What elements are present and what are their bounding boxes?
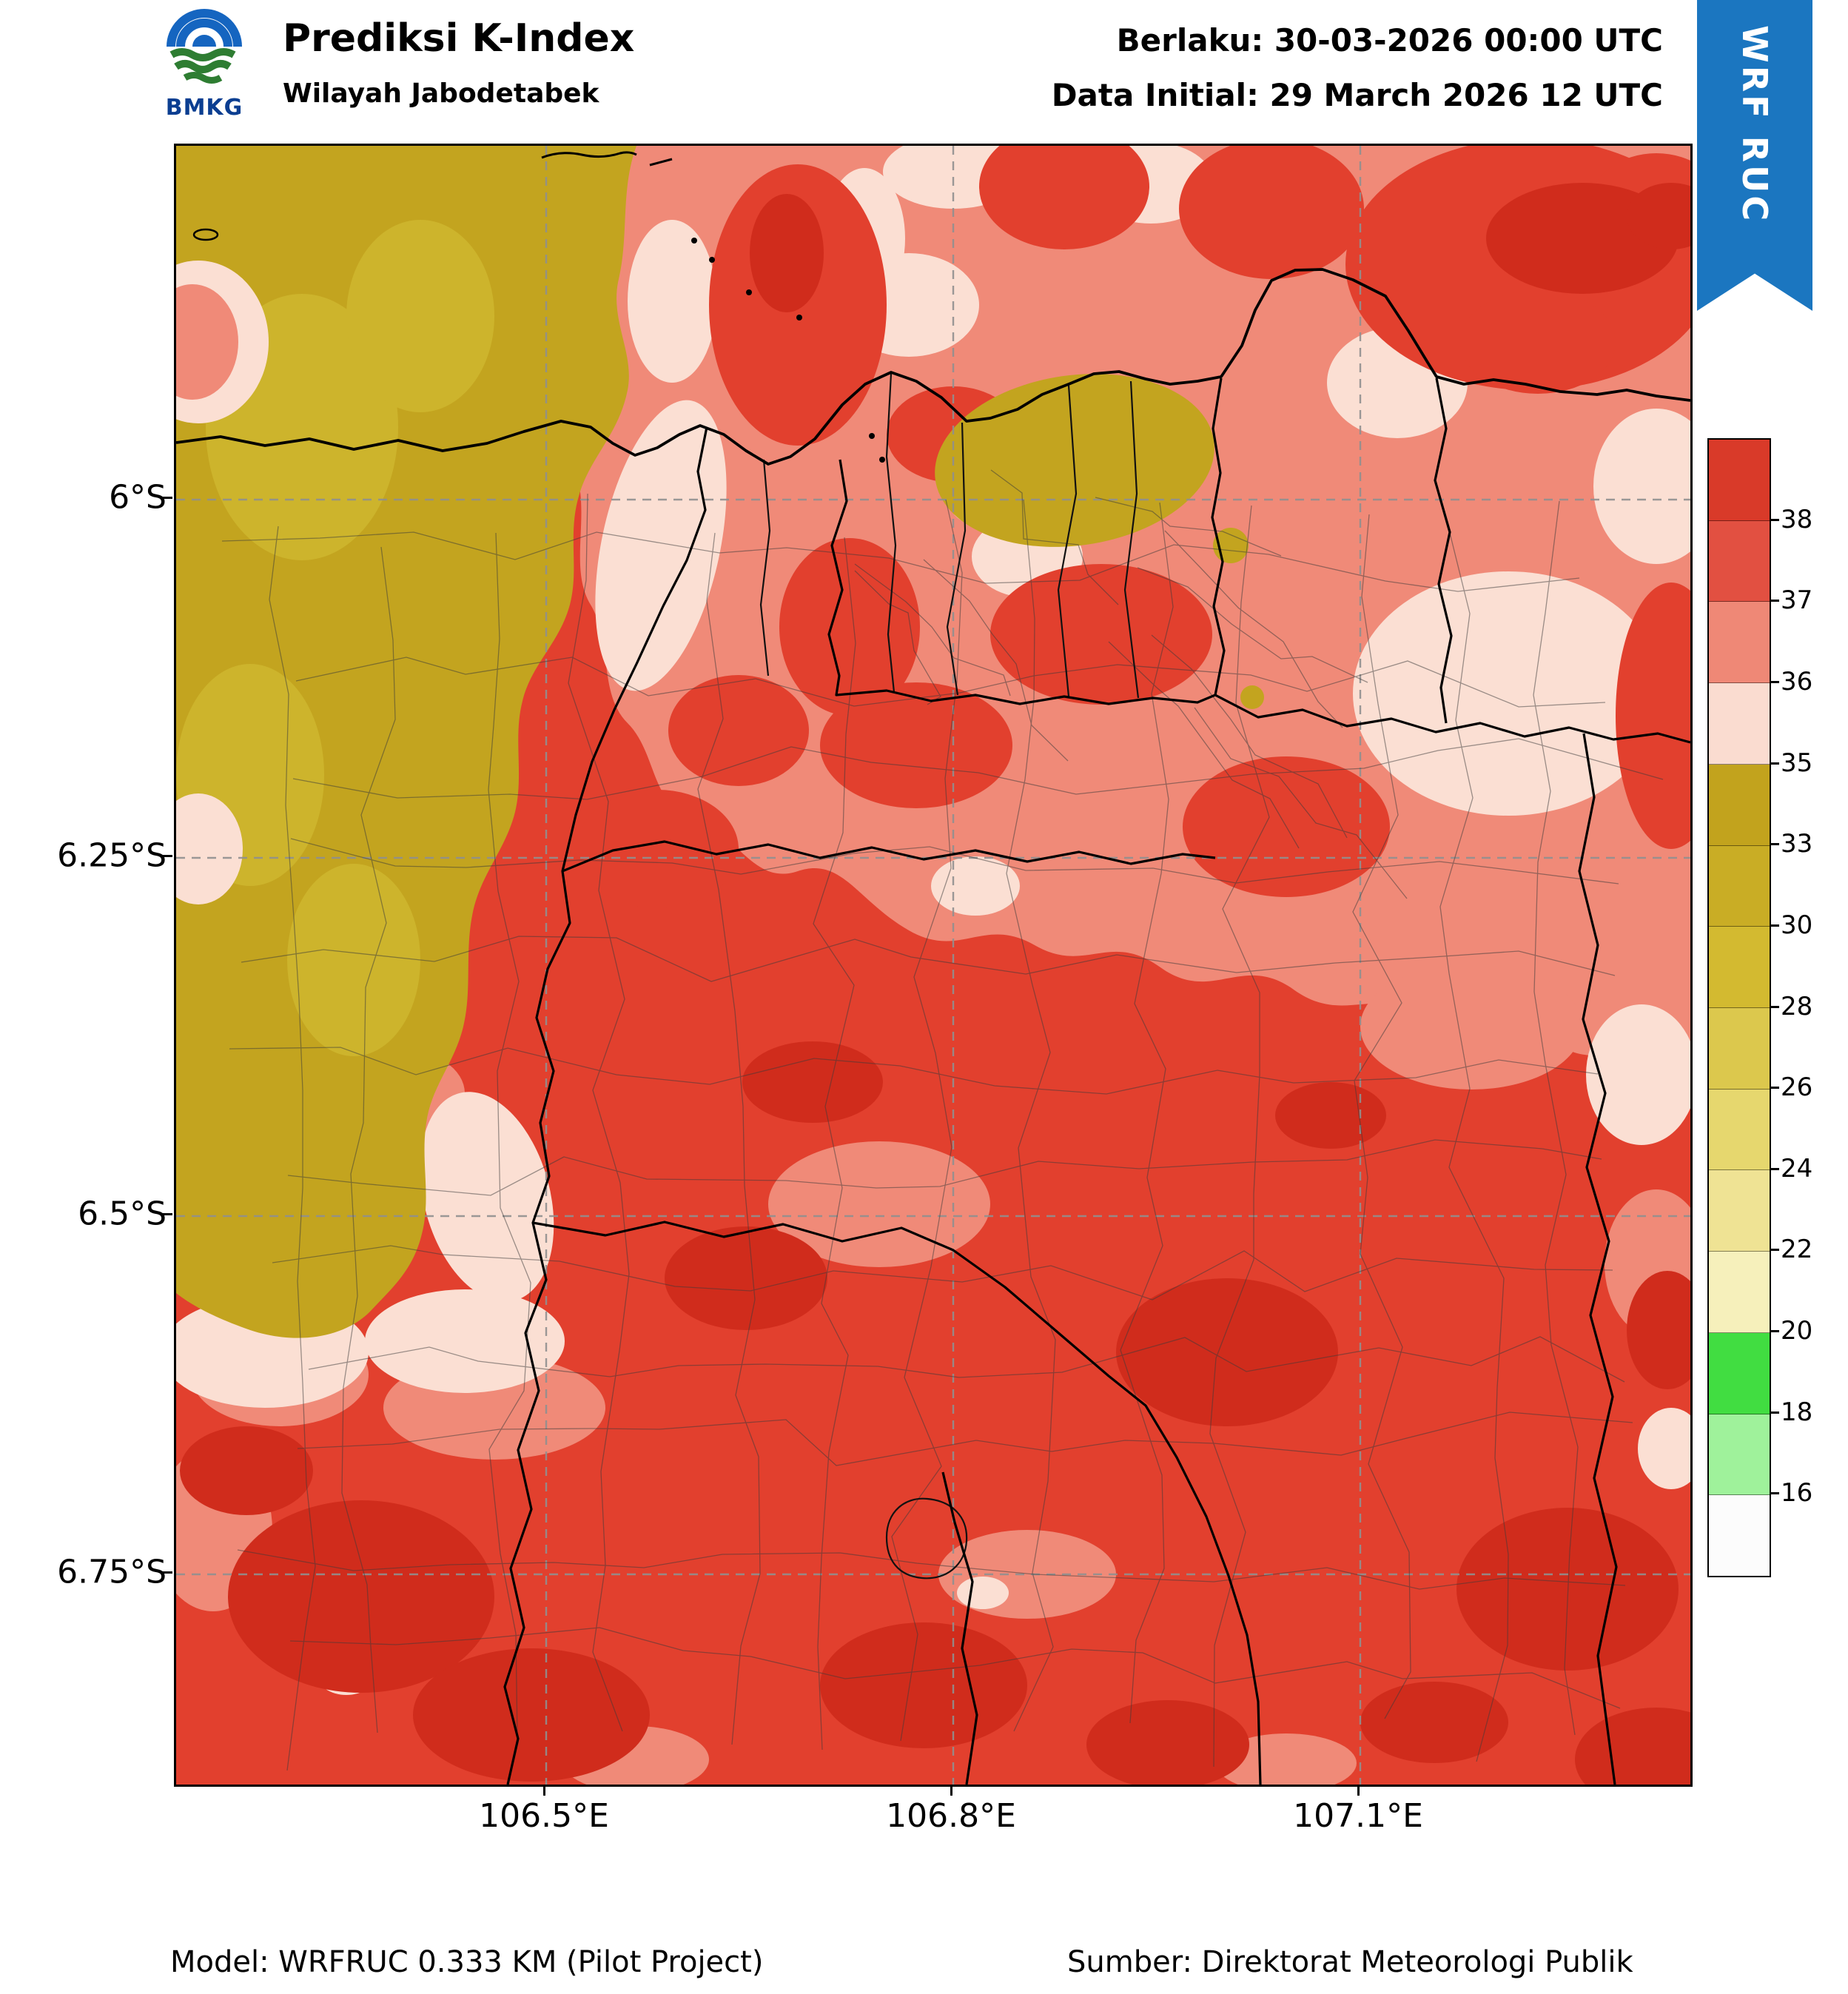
colorbar-tickmark [1770,680,1779,683]
colorbar-tick-label: 35 [1781,748,1813,778]
colorbar-tick-label: 20 [1781,1316,1813,1346]
colorbar-tick-label: 16 [1781,1478,1813,1508]
colorbar-tick-label: 26 [1781,1072,1813,1103]
y-axis-tick-label: 6.5°S [78,1195,167,1233]
colorbar-tickmark [1770,1249,1779,1252]
wrf-ruc-ribbon: WRF RUC [1697,0,1812,311]
axis-tickmark [543,1785,545,1796]
ribbon-label: WRF RUC [1735,25,1775,224]
x-axis-tick-label: 106.5°E [479,1797,609,1835]
bmkg-logo-emblem [167,9,242,84]
islands [192,151,885,463]
colorbar-tickmark [1770,762,1779,765]
colorbar-segment [1709,927,1770,1009]
gridlines [176,146,1690,1785]
colorbar-tickmark [1770,924,1779,927]
map-canvas [174,144,1693,1787]
axis-tickmark [162,1213,172,1215]
colorbar-tickmark [1770,1330,1779,1333]
source-label: Sumber: Direktorat Meteorologi Publik [1067,1945,1633,1979]
colorbar-tick-label: 33 [1781,829,1813,859]
y-axis-tick-label: 6°S [109,478,167,517]
coastline [176,268,1690,466]
colorbar-tick-label: 37 [1781,585,1813,616]
district-boundaries [221,469,1664,1771]
page-subtitle: Wilayah Jabodetabek [283,78,599,109]
colorbar-segment [1709,602,1770,684]
colorbar-segment [1709,1008,1770,1090]
model-label: Model: WRFRUC 0.333 KM (Pilot Project) [170,1945,764,1979]
axis-tickmark [162,855,172,857]
colorbar-segment [1709,1414,1770,1496]
agency-label: BMKG [165,95,243,121]
bmkg-logo: BMKG [158,6,250,121]
k-index-contour-map [176,146,1690,1785]
colorbar-tickmark [1770,600,1779,602]
colorbar-tickmark [1770,518,1779,521]
colorbar-segment [1709,520,1770,602]
x-axis-tick-label: 107.1°E [1293,1797,1423,1835]
colorbar-tick-label: 38 [1781,504,1813,534]
colorbar-tick-label: 30 [1781,910,1813,940]
y-axis-tick-label: 6.25°S [57,836,167,875]
initial-time-label: Data Initial: 29 March 2026 12 UTC [1051,77,1663,113]
colorbar-segment [1709,1495,1770,1577]
colorbar-segment [1709,1170,1770,1252]
colorbar-segment [1709,683,1770,765]
colorbar-segment [1709,440,1770,521]
colorbar-tickmark [1770,1167,1779,1170]
colorbar [1707,438,1771,1577]
page-title: Prediksi K-Index [283,16,635,61]
colorbar-tickmark [1770,843,1779,846]
colorbar-tick-label: 36 [1781,666,1813,696]
admin-boundaries [503,377,1690,1785]
valid-time-label: Berlaku: 30-03-2026 00:00 UTC [1116,22,1663,58]
axis-tickmark [1357,1785,1360,1796]
colorbar-segment [1709,1089,1770,1171]
colorbar-tickmark [1770,1087,1779,1090]
colorbar-segment [1709,764,1770,846]
x-axis-tick-label: 106.8°E [886,1797,1016,1835]
colorbar-tick-label: 22 [1781,1235,1813,1265]
colorbar-tick-label: 18 [1781,1397,1813,1427]
colorbar-segment [1709,845,1770,927]
city-boundaries [759,373,1140,1580]
colorbar-tickmark [1770,1492,1779,1495]
axis-tickmark [162,497,172,499]
colorbar-segment [1709,1252,1770,1333]
y-axis-tick-label: 6.75°S [57,1553,167,1591]
axis-tickmark [950,1785,952,1796]
colorbar-tickmark [1770,1005,1779,1008]
colorbar-tick-label: 24 [1781,1153,1813,1184]
axis-tickmark [162,1571,172,1574]
colorbar-tick-label: 28 [1781,991,1813,1021]
colorbar-tickmark [1770,1411,1779,1414]
colorbar-segment [1709,1332,1770,1414]
